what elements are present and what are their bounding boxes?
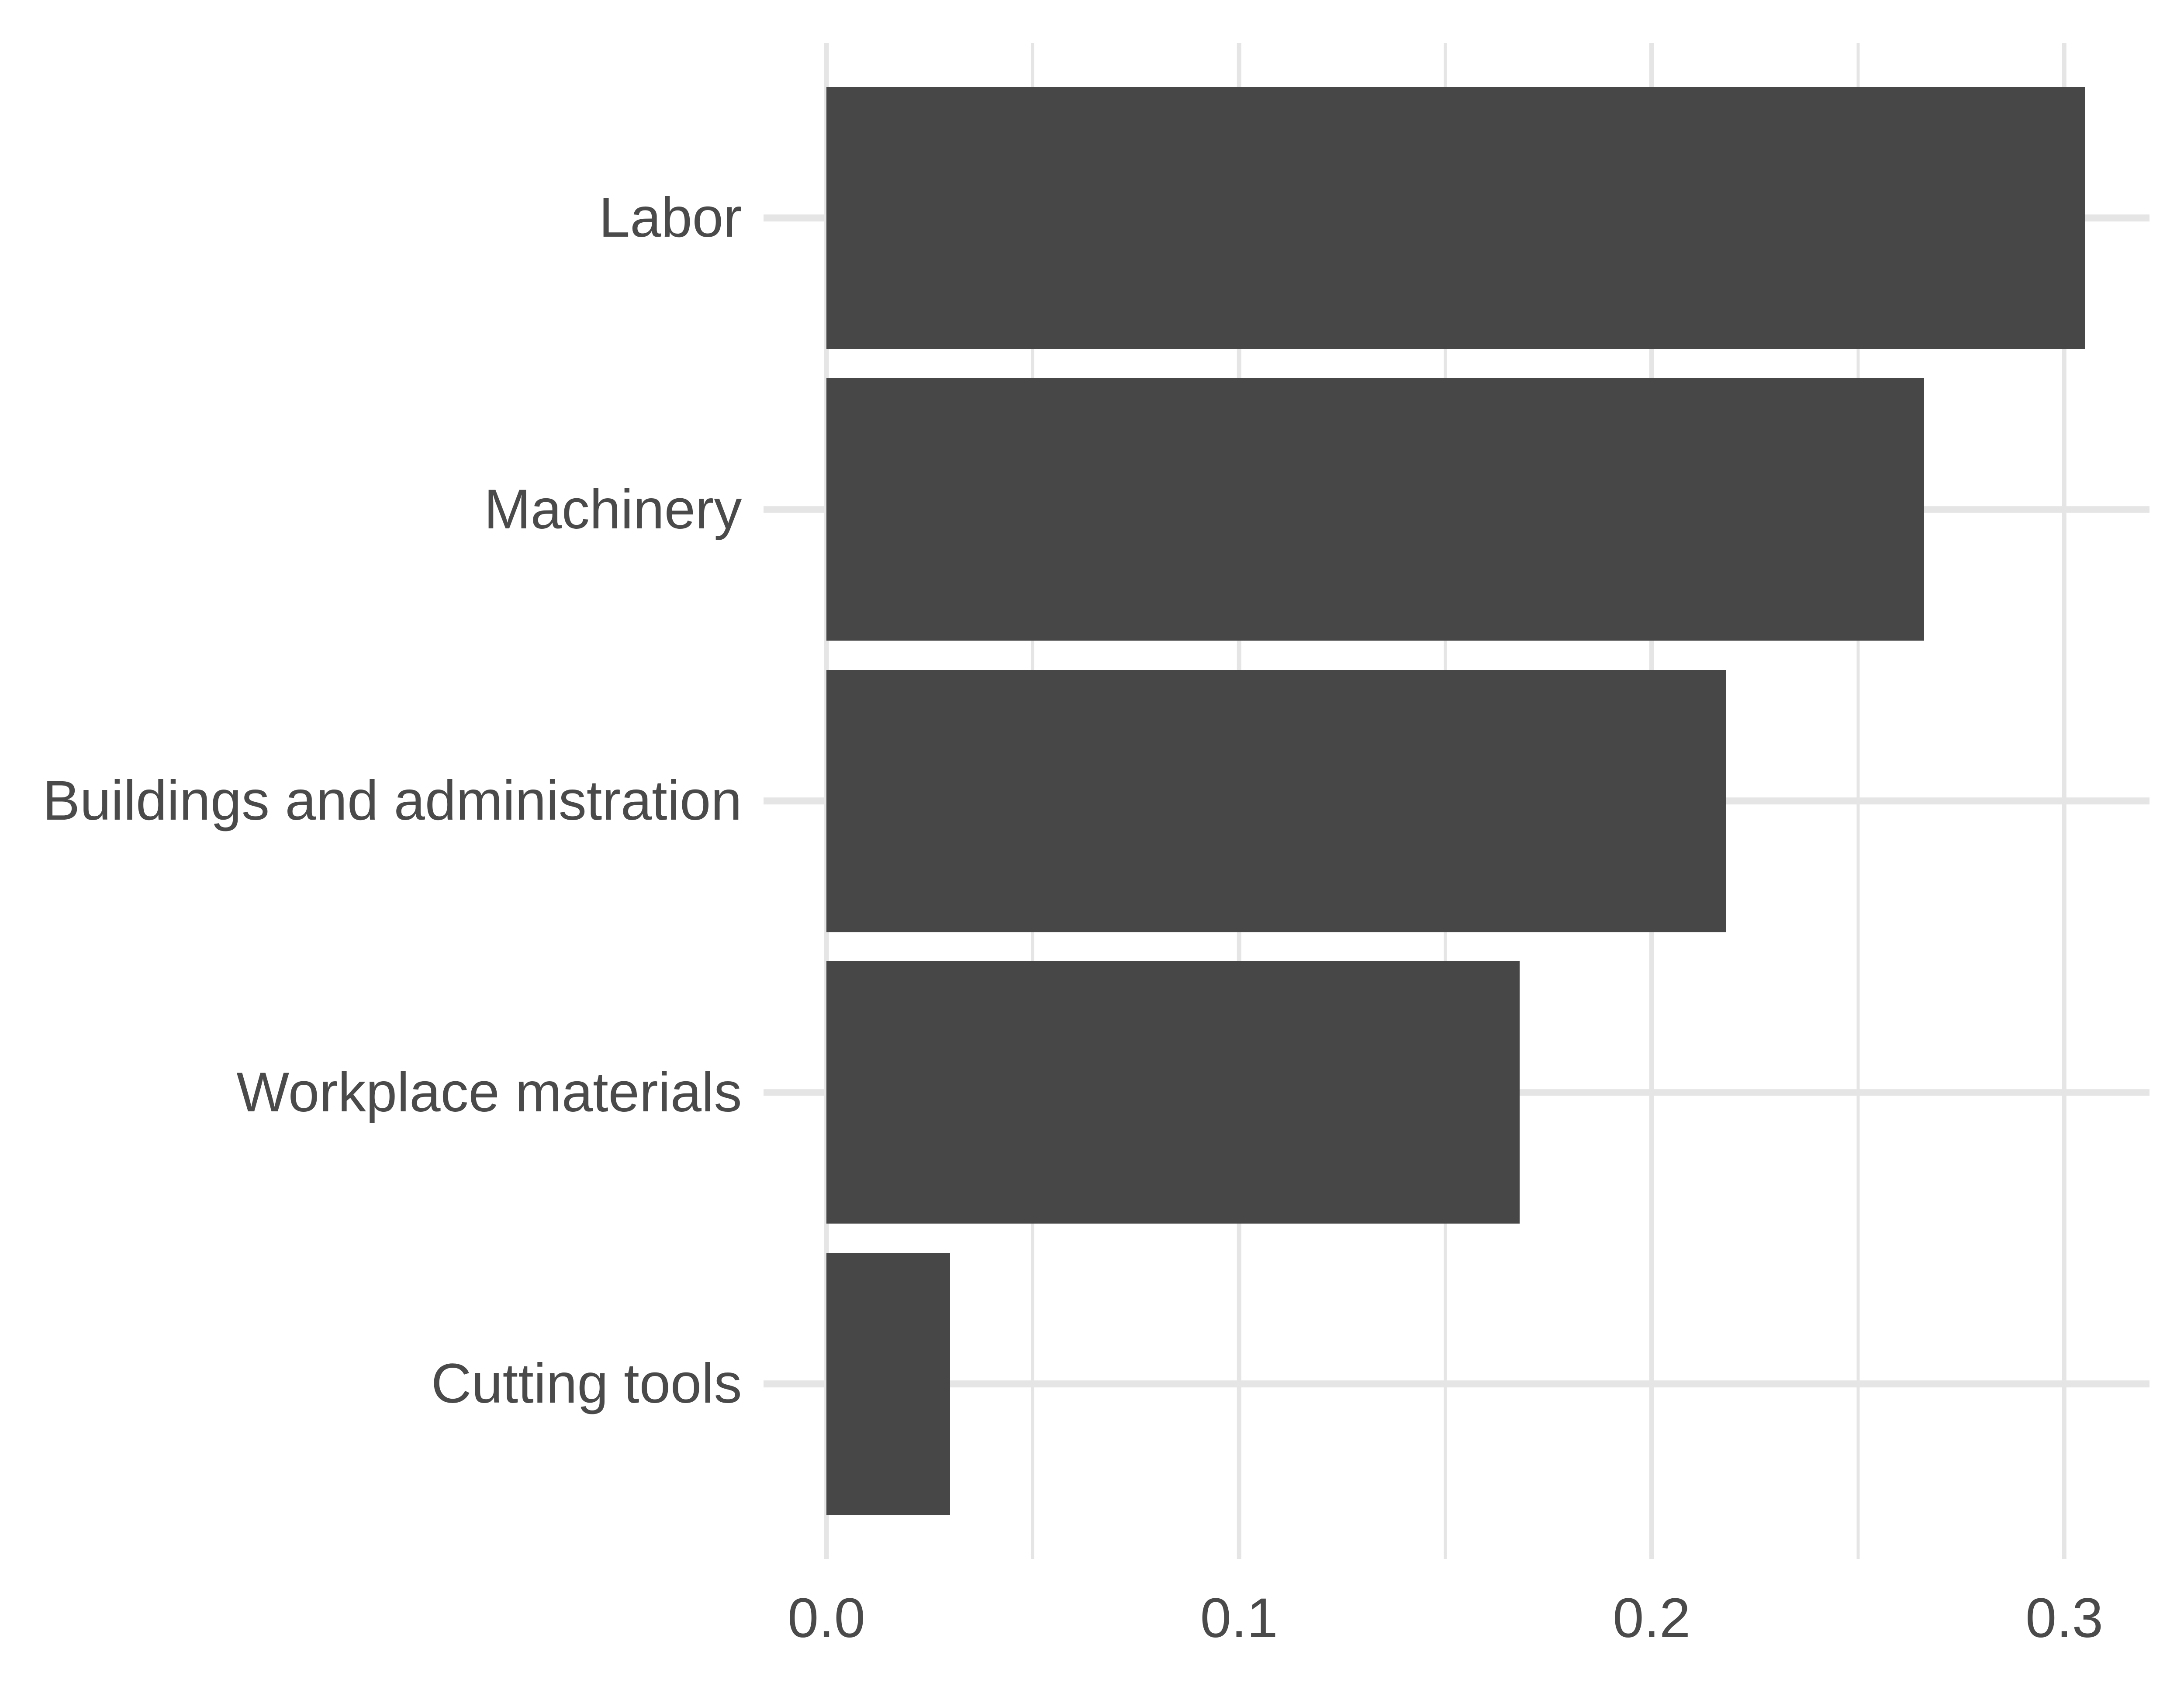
y-axis-tick-label: Cutting tools [431, 1352, 742, 1415]
x-axis-tick-label: 0.0 [788, 1586, 865, 1649]
y-axis-tick-label: Machinery [484, 478, 742, 541]
x-axis-labels: 0.0 0.1 0.2 0.3 [764, 1559, 2149, 1700]
bar-buildings-and-administration [826, 669, 1726, 932]
major-gridline-horizontal [763, 1380, 2149, 1388]
x-axis-tick-label: 0.2 [1613, 1586, 1691, 1649]
x-axis-tick-label: 0.1 [1200, 1586, 1278, 1649]
bar-machinery [826, 378, 1924, 641]
y-axis-tick-label: Buildings and administration [42, 769, 742, 832]
bar-cutting-tools [826, 1252, 950, 1515]
y-axis-labels: Labor Machinery Buildings and administrati… [0, 43, 742, 1559]
y-axis-tick-label: Workplace materials [236, 1061, 742, 1124]
bar-labor [826, 86, 2085, 349]
bar-workplace-materials [826, 961, 1520, 1224]
x-axis-tick-label: 0.3 [2025, 1586, 2103, 1649]
y-axis-tick-label: Labor [599, 186, 742, 249]
plot-panel [763, 43, 2149, 1559]
